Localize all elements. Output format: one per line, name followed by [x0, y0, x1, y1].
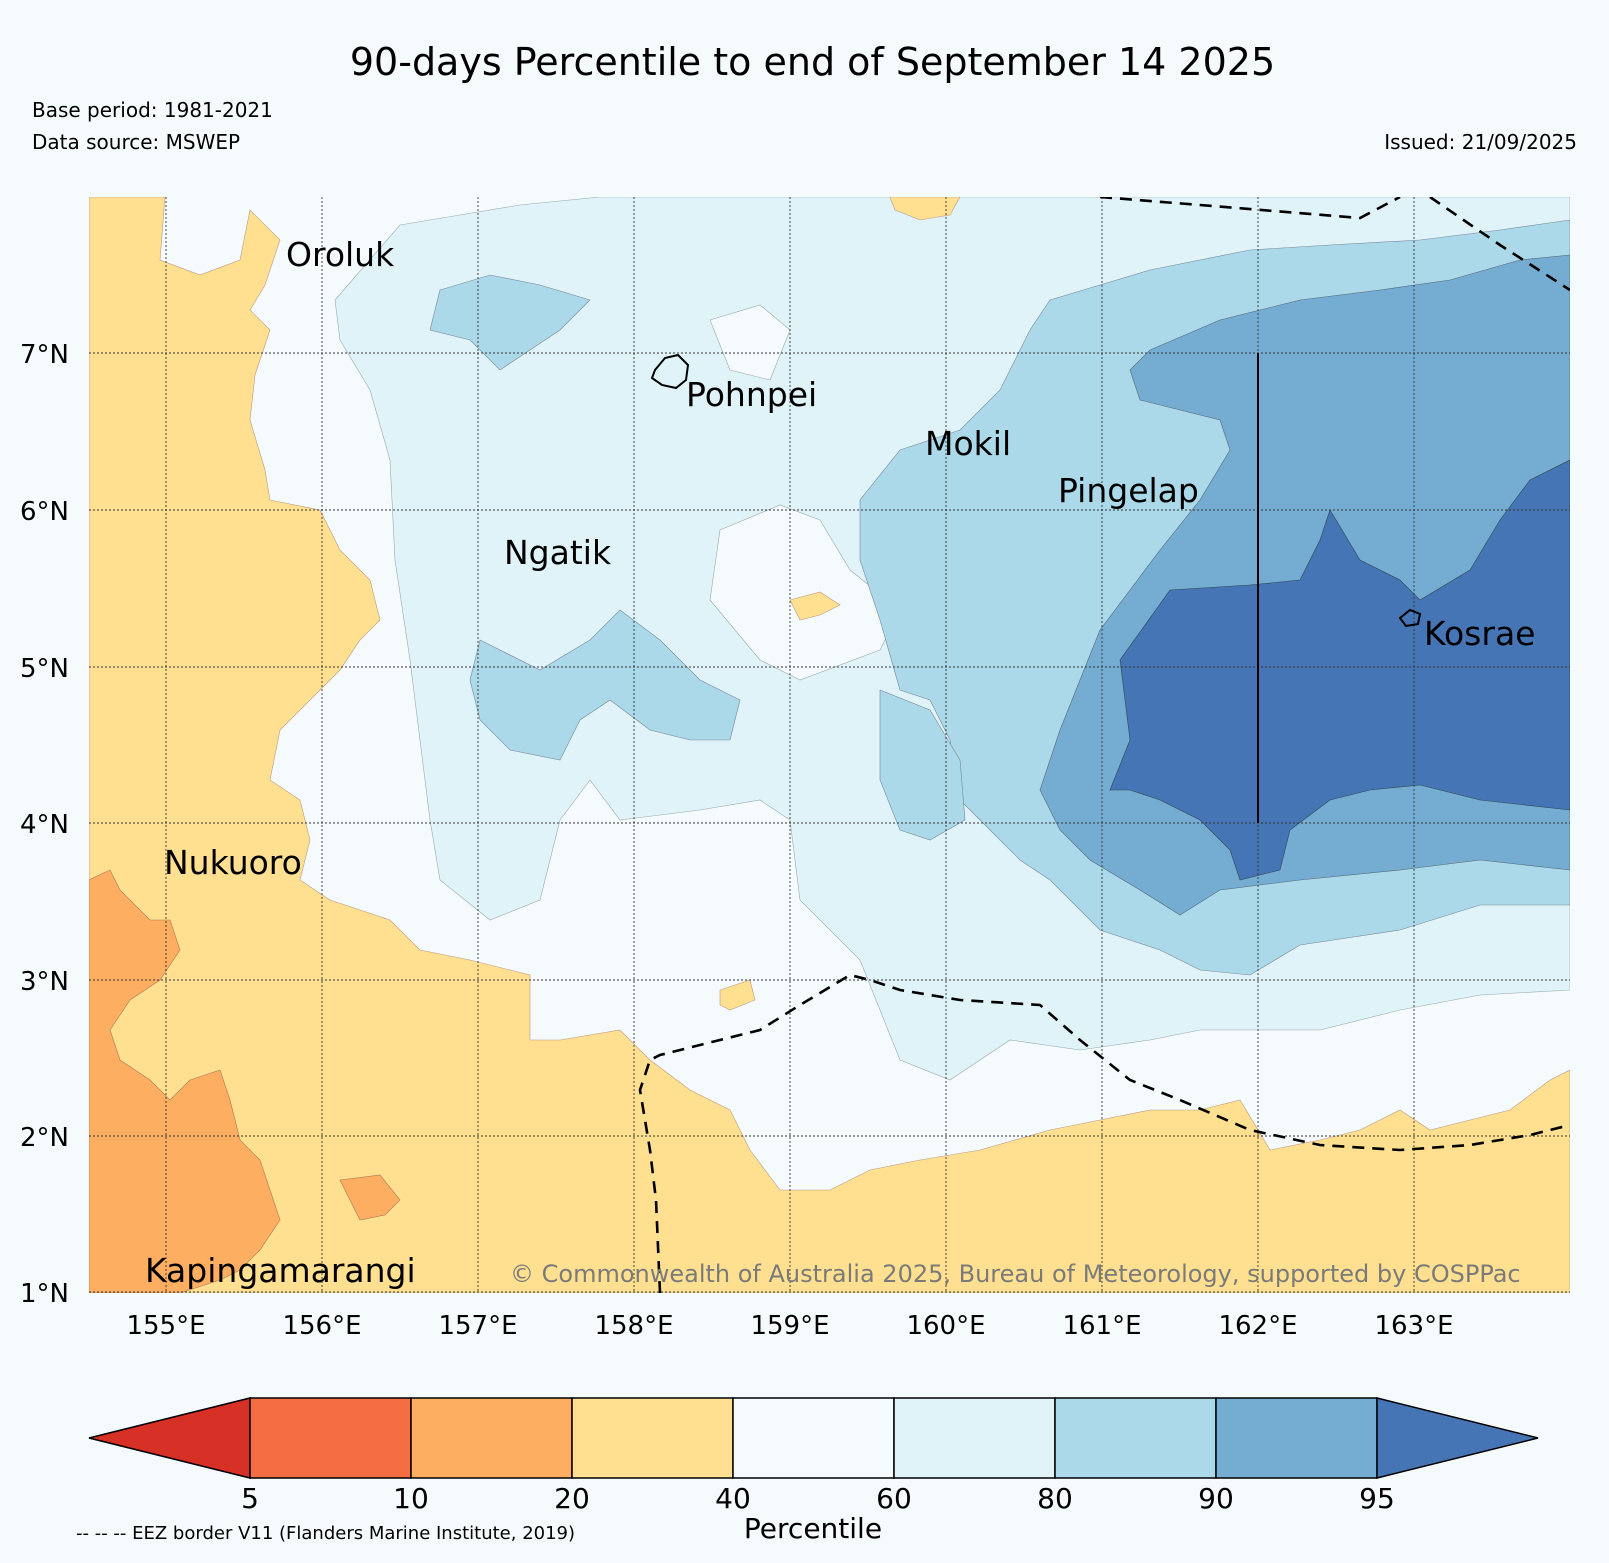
place-kosrae: Kosrae — [1424, 614, 1535, 653]
lat-label: 1°N — [20, 1279, 69, 1309]
copyright-notice: © Commonwealth of Australia 2025, Bureau… — [510, 1260, 1521, 1288]
place-pohnpei: Pohnpei — [686, 375, 817, 414]
colorbar-tick: 60 — [876, 1482, 912, 1515]
colorbar: 5 10 20 40 60 80 90 95 — [88, 1397, 1539, 1515]
place-oroluk: Oroluk — [286, 235, 395, 274]
lon-label: 157°E — [438, 1311, 517, 1341]
base-period: Base period: 1981-2021 — [32, 98, 273, 122]
lon-label: 155°E — [126, 1311, 205, 1341]
eez-border — [638, 197, 1570, 1293]
colorbar-segment — [893, 1397, 1056, 1479]
colorbar-tick: 10 — [393, 1482, 429, 1515]
field-above-95 — [1109, 459, 1570, 881]
colorbar-tick: 40 — [715, 1482, 751, 1515]
field-20-40-island — [789, 591, 841, 621]
field-20-40-west — [89, 197, 1570, 1293]
lon-label: 160°E — [906, 1311, 985, 1341]
map-field — [89, 197, 1570, 1293]
field-20-40-island-2 — [719, 979, 756, 1011]
map-title: 90-days Percentile to end of September 1… — [349, 40, 1276, 84]
place-nukuoro: Nukuoro — [164, 843, 302, 882]
colorbar-label: Percentile — [744, 1512, 882, 1545]
lon-label: 159°E — [750, 1311, 829, 1341]
colorbar-segment — [249, 1397, 412, 1479]
place-kapingamarangi: Kapingamarangi — [145, 1251, 416, 1290]
field-10-20 — [89, 869, 281, 1293]
colorbar-segment — [1215, 1397, 1378, 1479]
lat-label: 6°N — [20, 497, 69, 527]
pohnpei-outline — [650, 353, 690, 390]
colorbar-tick: 5 — [241, 1482, 259, 1515]
colorbar-tick: 80 — [1037, 1482, 1073, 1515]
colorbar-tick: 90 — [1198, 1482, 1234, 1515]
place-pingelap: Pingelap — [1058, 471, 1199, 510]
colorbar-segment — [1054, 1397, 1217, 1479]
place-mokil: Mokil — [925, 424, 1011, 463]
kosrae-outline — [1398, 608, 1422, 628]
data-source: Data source: MSWEP — [32, 130, 241, 154]
lat-label: 3°N — [20, 967, 69, 997]
colorbar-tick: 20 — [554, 1482, 590, 1515]
field-10-20-island — [339, 1174, 401, 1221]
lat-label: 4°N — [20, 810, 69, 840]
colorbar-segment — [410, 1397, 573, 1479]
field-20-40-north — [889, 197, 961, 221]
lon-label: 156°E — [282, 1311, 361, 1341]
graticule — [89, 197, 1570, 1293]
colorbar-extend-low — [88, 1397, 251, 1479]
field-40-60-inner-2 — [709, 304, 791, 381]
eez-legend-note: -- -- -- EEZ border V11 (Flanders Marine… — [76, 1523, 576, 1544]
field-80-90-north — [429, 274, 591, 371]
colorbar-extend-high — [1376, 1397, 1539, 1479]
lon-label: 162°E — [1218, 1311, 1297, 1341]
lat-label: 5°N — [20, 654, 69, 684]
lat-label: 7°N — [20, 340, 69, 370]
lon-label: 158°E — [594, 1311, 673, 1341]
issued-date: Issued: 21/09/2025 — [1384, 130, 1577, 154]
colorbar-segment — [732, 1397, 895, 1479]
place-ngatik: Ngatik — [504, 533, 612, 572]
lon-label: 161°E — [1062, 1311, 1141, 1341]
field-80-90-west — [469, 609, 741, 761]
lon-label: 163°E — [1374, 1311, 1453, 1341]
field-80-90-south — [879, 689, 966, 841]
lat-label: 2°N — [20, 1123, 69, 1153]
colorbar-tick: 95 — [1359, 1482, 1395, 1515]
colorbar-segment — [571, 1397, 734, 1479]
